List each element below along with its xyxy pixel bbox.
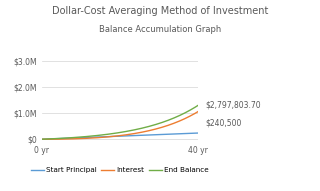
Start Principal <box>114 135 118 138</box>
End Balance <box>196 104 200 106</box>
Interest <box>40 138 44 140</box>
Line: End Balance: End Balance <box>42 105 198 139</box>
End Balance <box>133 129 137 131</box>
Interest <box>196 110 200 112</box>
End Balance <box>193 106 196 109</box>
Start Principal <box>124 135 128 137</box>
End Balance <box>124 130 128 133</box>
Line: Start Principal: Start Principal <box>42 133 198 139</box>
Legend: Start Principal, Interest, End Balance: Start Principal, Interest, End Balance <box>28 164 212 176</box>
Start Principal <box>40 138 44 140</box>
End Balance <box>168 118 172 121</box>
Text: $240,500: $240,500 <box>205 118 242 127</box>
Line: Interest: Interest <box>42 111 198 139</box>
Text: $2,797,803.70: $2,797,803.70 <box>205 101 261 110</box>
Start Principal <box>193 132 196 134</box>
End Balance <box>114 132 118 134</box>
Interest <box>125 134 129 136</box>
Start Principal <box>196 132 200 134</box>
Start Principal <box>133 134 137 137</box>
Interest <box>115 135 118 137</box>
Interest <box>133 132 137 134</box>
End Balance <box>115 132 119 134</box>
End Balance <box>40 138 44 140</box>
Start Principal <box>115 135 119 137</box>
Text: Dollar-Cost Averaging Method of Investment: Dollar-Cost Averaging Method of Investme… <box>52 6 268 16</box>
Interest <box>40 138 44 140</box>
Text: Balance Accumulation Graph: Balance Accumulation Graph <box>99 25 221 34</box>
Interest <box>193 112 197 115</box>
Interest <box>116 135 119 137</box>
Interest <box>169 123 172 126</box>
Start Principal <box>168 133 172 135</box>
